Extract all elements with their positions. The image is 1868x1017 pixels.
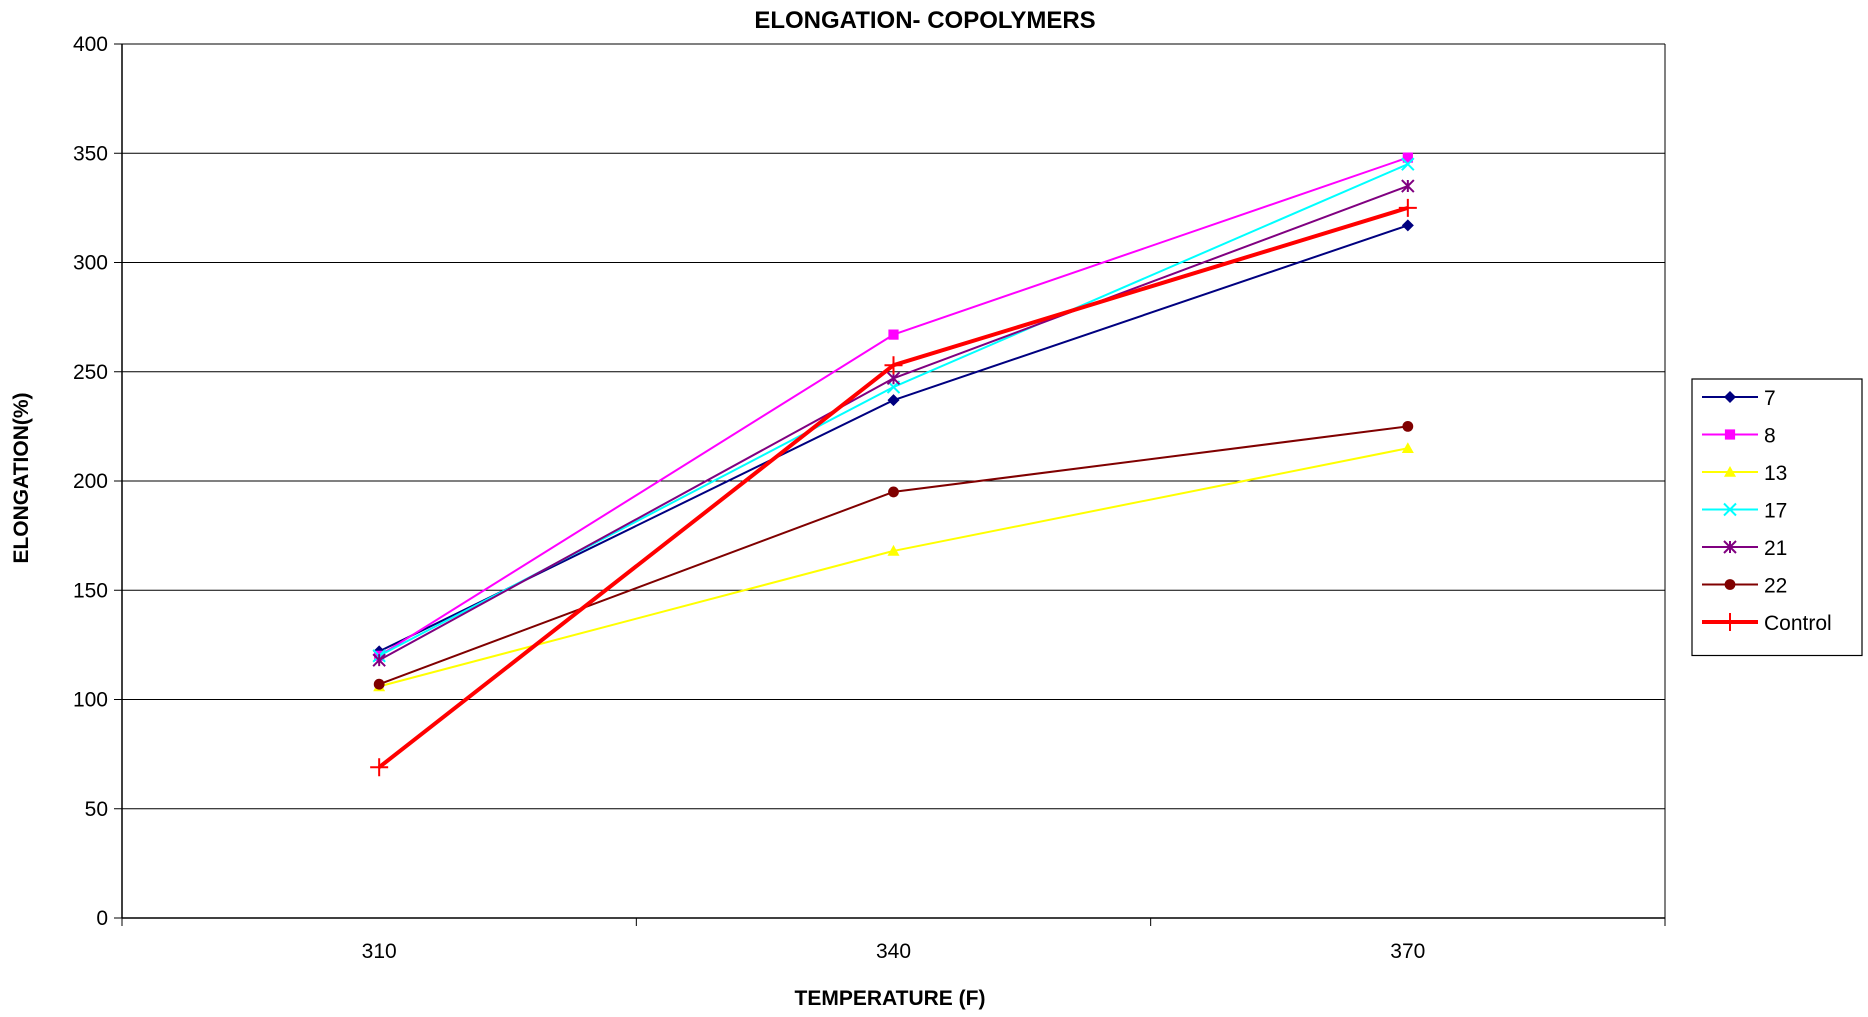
- legend-marker: [1723, 502, 1737, 517]
- series-7: [373, 219, 1414, 658]
- y-tick-label: 150: [73, 579, 108, 602]
- data-point: [372, 653, 386, 667]
- data-point: [888, 329, 899, 340]
- data-point: [887, 394, 900, 407]
- legend-item: 21: [1702, 537, 1787, 560]
- chart-title: ELONGATION- COPOLYMERS: [754, 7, 1095, 34]
- legend-label: 17: [1764, 500, 1787, 523]
- legend-marker: [1721, 613, 1739, 631]
- data-point: [1401, 219, 1414, 232]
- legend-item: Control: [1702, 612, 1832, 635]
- series-line-13: [378, 447, 1409, 688]
- axes: [114, 43, 1666, 926]
- y-tick-label: 400: [73, 33, 108, 56]
- legend-label: 13: [1764, 462, 1787, 485]
- series-13: [373, 442, 1414, 692]
- series-lines: [370, 152, 1417, 777]
- y-tick-label: 250: [73, 361, 108, 384]
- data-point: [1401, 179, 1415, 193]
- legend: 7 8 13 17 21 22 Control: [1691, 378, 1863, 657]
- data-point: [373, 678, 385, 690]
- legend-item: 22: [1702, 575, 1787, 598]
- y-tick-label: 0: [96, 907, 108, 930]
- legend-marker: [1724, 391, 1736, 403]
- y-tick-labels: 0 50 100 150 200 250 300 350 400: [73, 33, 108, 930]
- data-point: [1402, 152, 1413, 163]
- data-point: [887, 544, 900, 556]
- gridlines: [122, 43, 1665, 810]
- legend-item: 17: [1702, 500, 1787, 523]
- data-point: [1398, 198, 1417, 217]
- x-tick-label: 370: [1390, 940, 1425, 963]
- series-21: [372, 179, 1415, 667]
- data-point: [370, 758, 389, 777]
- legend-label: 7: [1764, 387, 1776, 410]
- data-point: [888, 486, 899, 498]
- series-17: [372, 157, 1415, 663]
- legend-item: 7: [1702, 387, 1776, 410]
- legend-item: 13: [1702, 462, 1787, 485]
- y-tick-label: 100: [73, 689, 108, 712]
- legend-marker: [1723, 540, 1737, 554]
- legend-label: 22: [1764, 575, 1787, 598]
- x-tick-labels: 310 340 370: [362, 940, 1426, 963]
- legend-label: Control: [1764, 612, 1832, 635]
- legend-marker: [1724, 579, 1736, 590]
- series-Control: [370, 198, 1417, 777]
- series-line-8: [378, 156, 1409, 657]
- legend-label: 21: [1764, 537, 1787, 560]
- y-tick-label: 200: [73, 470, 108, 493]
- legend-box: [1691, 378, 1863, 657]
- data-point: [886, 371, 901, 386]
- data-point: [884, 356, 903, 375]
- y-tick-label: 350: [73, 142, 108, 165]
- data-point: [1401, 157, 1415, 171]
- data-point: [1402, 420, 1414, 432]
- legend-label: 8: [1764, 425, 1776, 448]
- series-line-17: [378, 163, 1409, 657]
- y-tick-label: 50: [85, 798, 108, 821]
- data-point: [1401, 442, 1414, 454]
- legend-marker: [1724, 466, 1736, 477]
- legend-marker: [1724, 429, 1736, 440]
- x-tick-label: 340: [876, 940, 911, 963]
- series-line-7: [378, 224, 1409, 653]
- legend-item: 8: [1702, 425, 1776, 448]
- x-axis-title: TEMPERATURE (F): [795, 987, 986, 1010]
- x-tick-label: 310: [362, 940, 397, 963]
- series-22: [373, 420, 1414, 690]
- y-tick-label: 300: [73, 252, 108, 275]
- y-axis-title: ELONGATION(%): [10, 392, 33, 563]
